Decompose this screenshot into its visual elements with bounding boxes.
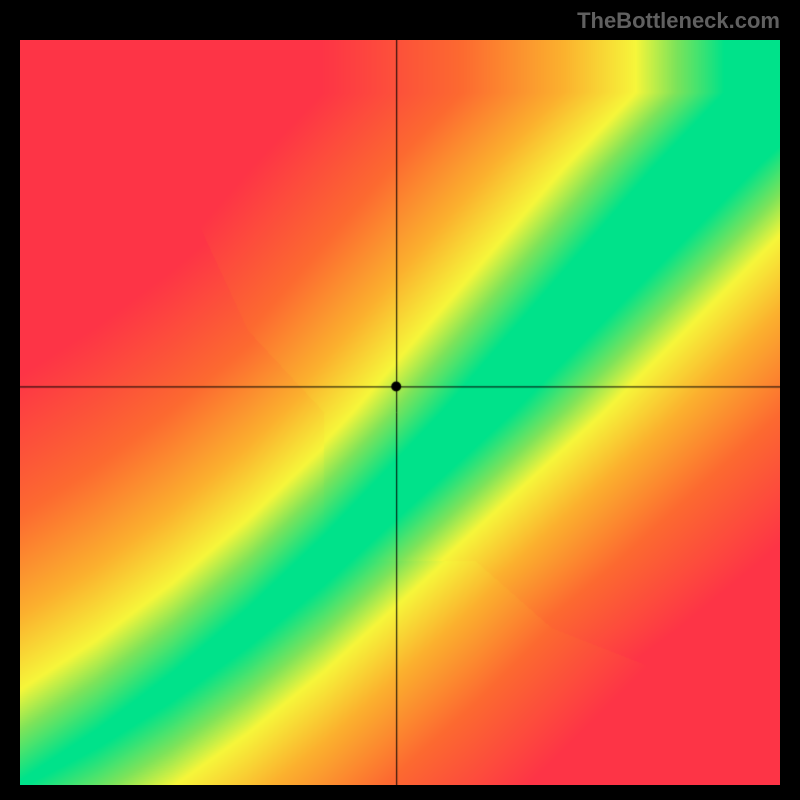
bottleneck-heatmap — [20, 40, 780, 785]
watermark-text: TheBottleneck.com — [577, 8, 780, 34]
chart-container: TheBottleneck.com — [0, 0, 800, 800]
plot-area — [20, 40, 780, 785]
